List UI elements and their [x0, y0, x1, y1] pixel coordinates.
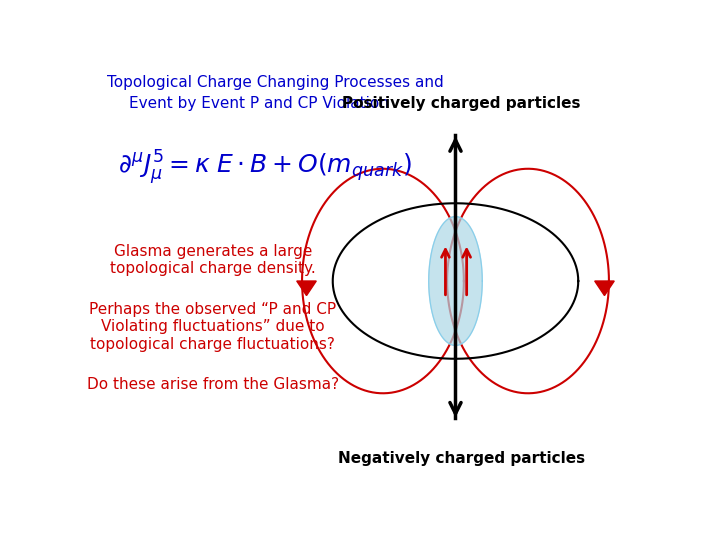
Text: Do these arise from the Glasma?: Do these arise from the Glasma?	[86, 377, 339, 392]
Text: Topological Charge Changing Processes and: Topological Charge Changing Processes an…	[107, 75, 444, 90]
Text: Positively charged particles: Positively charged particles	[342, 96, 580, 111]
Text: Glasma generates a large
topological charge density.: Glasma generates a large topological cha…	[110, 244, 315, 276]
Text: $\partial^\mu J^5_\mu = \kappa\; E \cdot B + O(m_{quark})$: $\partial^\mu J^5_\mu = \kappa\; E \cdot…	[118, 148, 412, 187]
Text: Negatively charged particles: Negatively charged particles	[338, 451, 585, 467]
Polygon shape	[297, 281, 316, 295]
Text: Event by Event P and CP Violation: Event by Event P and CP Violation	[129, 96, 389, 111]
Polygon shape	[595, 281, 614, 295]
Text: Perhaps the observed “P and CP
Violating fluctuations” due to
topological charge: Perhaps the observed “P and CP Violating…	[89, 302, 336, 352]
Polygon shape	[428, 217, 482, 346]
